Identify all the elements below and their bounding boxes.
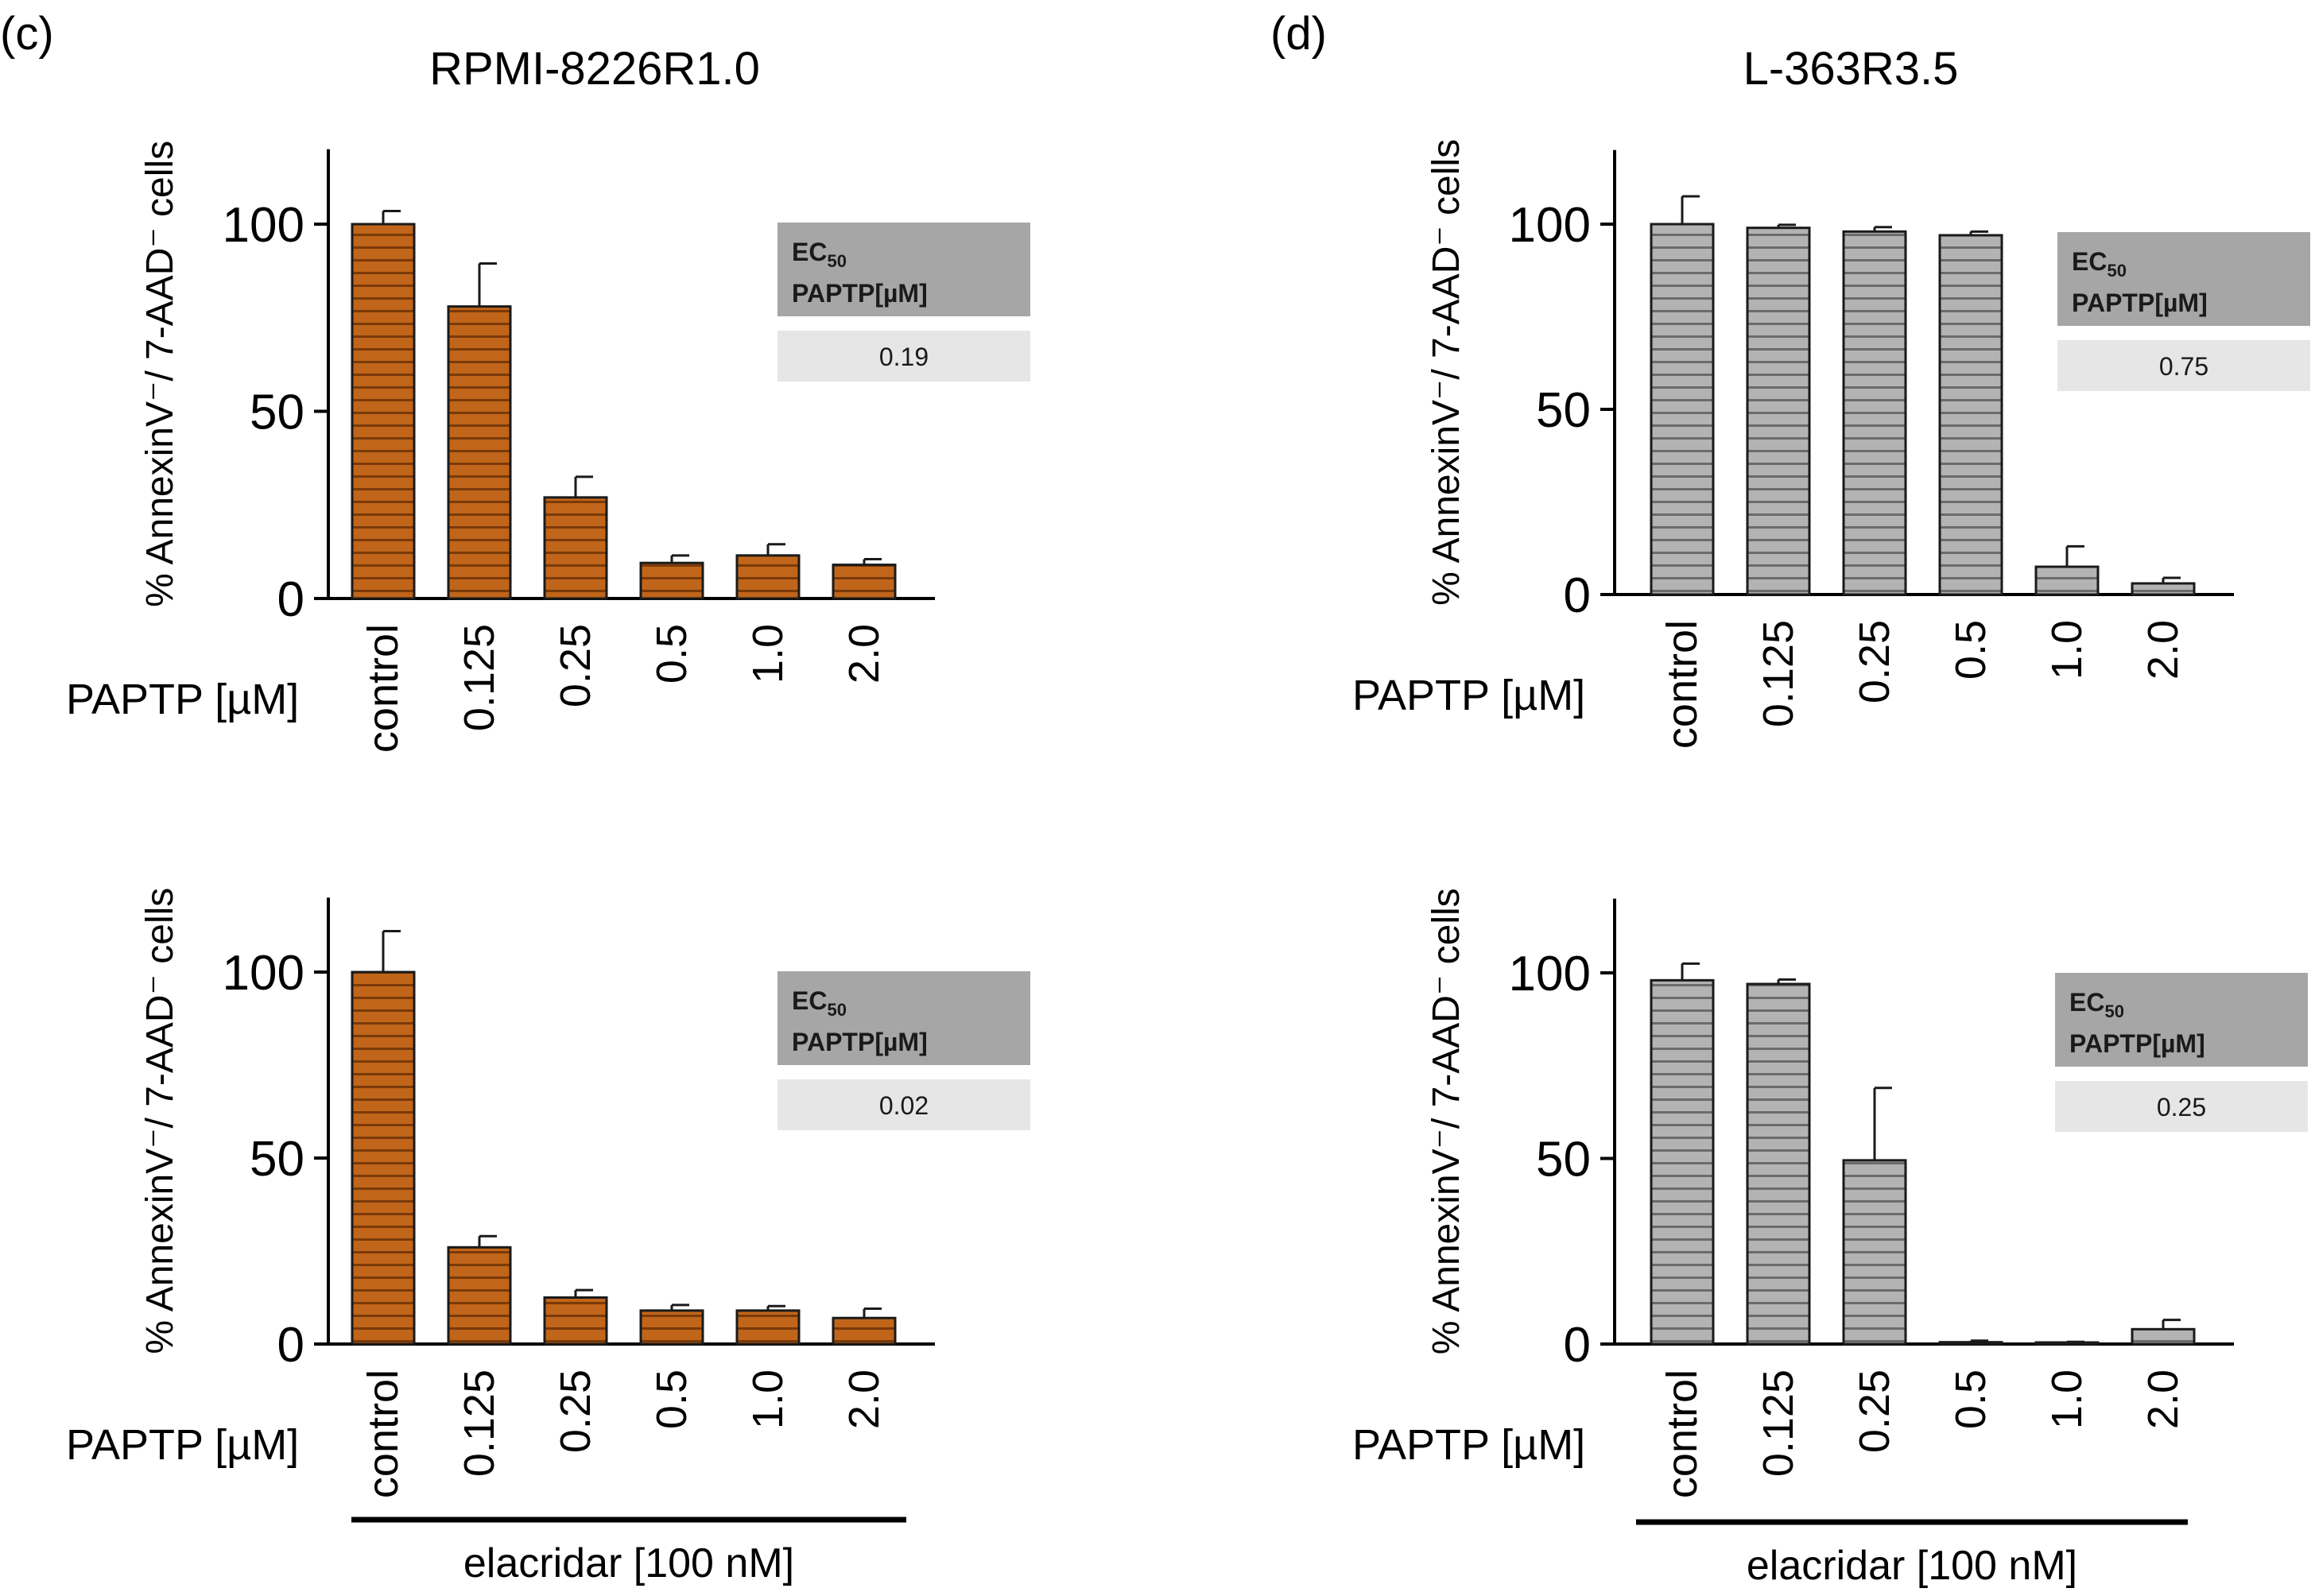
x-tick-label: control (359, 1369, 407, 1498)
y-tick-label: 50 (250, 1132, 304, 1187)
x-tick-label: 0.5 (1947, 1369, 1995, 1429)
y-tick-label: 0 (1564, 568, 1591, 623)
bar-0.25 (543, 496, 608, 600)
ec50-header-label: EC50 (792, 986, 847, 1020)
x-tick-label: 0.125 (456, 1369, 503, 1477)
x-tick-label: 0.125 (1755, 1369, 1802, 1477)
bar-control (351, 970, 416, 1346)
treatment-label: elacridar [100 nM] (463, 1540, 794, 1586)
ec50-header-unit: PAPTP[µM] (2069, 1029, 2205, 1058)
ec50-value: 0.75 (2159, 352, 2208, 381)
ec50-header-unit: PAPTP[µM] (2072, 289, 2208, 317)
bar-1.0 (735, 554, 801, 600)
x-tick-label: 2.0 (2139, 620, 2187, 680)
x-tick-label: 0.125 (456, 624, 503, 731)
bar-0.25 (1842, 230, 1907, 596)
ec50-header-label: EC50 (792, 238, 847, 271)
ec50-value-box (2055, 1081, 2308, 1132)
bar-0.5 (1938, 234, 2003, 596)
plots-group: 0 50 100 % AnnexinV⁻/ 7-AAD⁻ cells control 0.… (66, 139, 2310, 1589)
y-axis-label: % AnnexinV⁻/ 7-AAD⁻ cells (1425, 888, 1468, 1354)
ec50-value: 0.19 (879, 343, 929, 371)
bar-2.0 (2131, 1327, 2196, 1346)
x-tick-label: 0.25 (1851, 620, 1898, 703)
chart-c-top: 0 50 100 % AnnexinV⁻/ 7-AAD⁻ cells control 0.… (66, 141, 1030, 753)
panel-title-c: RPMI-8226R1.0 (429, 43, 760, 95)
panel-letter-d: (d) (1270, 8, 1327, 60)
bar-0.25 (1842, 1159, 1907, 1346)
bar-0.125 (1746, 227, 1811, 596)
bar-0.125 (447, 305, 512, 600)
chart-d-bottom: 0 50 100 % AnnexinV⁻/ 7-AAD⁻ cells control 0.… (1352, 888, 2308, 1589)
y-axis-label: % AnnexinV⁻/ 7-AAD⁻ cells (139, 141, 181, 607)
x-tick-label: 0.125 (1755, 620, 1802, 727)
x-tick-label: 1.0 (2043, 1369, 2091, 1429)
y-tick-label: 0 (277, 572, 304, 627)
x-axis-label: PAPTP [µM] (66, 676, 299, 723)
bar-0.125 (447, 1245, 512, 1346)
bar-0.5 (639, 561, 704, 600)
x-tick-label: 2.0 (840, 624, 888, 684)
x-tick-label: 0.25 (552, 624, 599, 707)
x-tick-label: 1.0 (744, 624, 792, 684)
panel-title-d: L-363R3.5 (1743, 43, 1959, 95)
y-tick-label: 100 (1509, 947, 1591, 1001)
x-tick-label: 0.5 (1947, 620, 1995, 680)
ec50-header-label: EC50 (2069, 988, 2124, 1021)
ec50-value-box (777, 331, 1030, 382)
x-axis-label: PAPTP [µM] (1352, 1421, 1585, 1469)
bar-2.0 (832, 1316, 897, 1346)
ec50-header-box (2057, 232, 2310, 326)
x-axis-label: PAPTP [µM] (66, 1421, 299, 1469)
x-tick-label: 0.5 (648, 624, 696, 684)
bar-2.0 (832, 564, 897, 600)
bar-2.0 (2131, 582, 2196, 596)
ec50-header-label: EC50 (2072, 247, 2127, 281)
y-axis-label: % AnnexinV⁻/ 7-AAD⁻ cells (139, 888, 181, 1354)
ec50-value-box (777, 1079, 1030, 1130)
bar-control (1650, 223, 1715, 596)
y-tick-label: 50 (1536, 383, 1591, 438)
y-tick-label: 50 (1536, 1133, 1591, 1187)
y-tick-label: 100 (1509, 198, 1591, 253)
bar-0.5 (1938, 1341, 2003, 1346)
ec50-value: 0.25 (2157, 1093, 2206, 1121)
bar-control (351, 223, 416, 600)
y-axis-label: % AnnexinV⁻/ 7-AAD⁻ cells (1425, 139, 1468, 606)
panel-letter-c: (c) (0, 8, 54, 60)
ec50-value-box (2057, 340, 2310, 391)
ec50-header-unit: PAPTP[µM] (792, 279, 928, 308)
bar-0.25 (543, 1296, 608, 1346)
y-tick-label: 50 (250, 385, 304, 440)
x-tick-label: 0.25 (552, 1369, 599, 1453)
y-tick-label: 0 (1564, 1318, 1591, 1373)
bar-0.125 (1746, 982, 1811, 1346)
chart-d-top: 0 50 100 % AnnexinV⁻/ 7-AAD⁻ cells control 0.… (1352, 139, 2310, 749)
bar-0.5 (639, 1309, 704, 1346)
x-tick-label: 0.5 (648, 1369, 696, 1429)
x-tick-label: 2.0 (2139, 1369, 2187, 1429)
x-axis-label: PAPTP [µM] (1352, 672, 1585, 719)
x-tick-label: control (1658, 620, 1706, 749)
ec50-header-box (2055, 973, 2308, 1067)
treatment-label: elacridar [100 nM] (1747, 1543, 2077, 1589)
bar-control (1650, 978, 1715, 1346)
ec50-value: 0.02 (879, 1091, 929, 1120)
x-tick-label: control (1658, 1369, 1706, 1498)
chart-c-bottom: 0 50 100 % AnnexinV⁻/ 7-AAD⁻ cells control 0.… (66, 888, 1030, 1586)
x-tick-label: 2.0 (840, 1369, 888, 1429)
x-tick-label: 0.25 (1851, 1369, 1898, 1453)
x-tick-label: 1.0 (2043, 620, 2091, 680)
bar-1.0 (735, 1309, 801, 1346)
y-tick-label: 100 (223, 198, 304, 253)
ec50-header-unit: PAPTP[µM] (792, 1028, 928, 1056)
bar-1.0 (2034, 565, 2100, 596)
ec50-header-box (777, 223, 1030, 316)
ec50-header-box (777, 971, 1030, 1065)
x-tick-label: 1.0 (744, 1369, 792, 1429)
y-tick-label: 0 (277, 1318, 304, 1373)
y-tick-label: 100 (223, 946, 304, 1001)
x-tick-label: control (359, 624, 407, 753)
